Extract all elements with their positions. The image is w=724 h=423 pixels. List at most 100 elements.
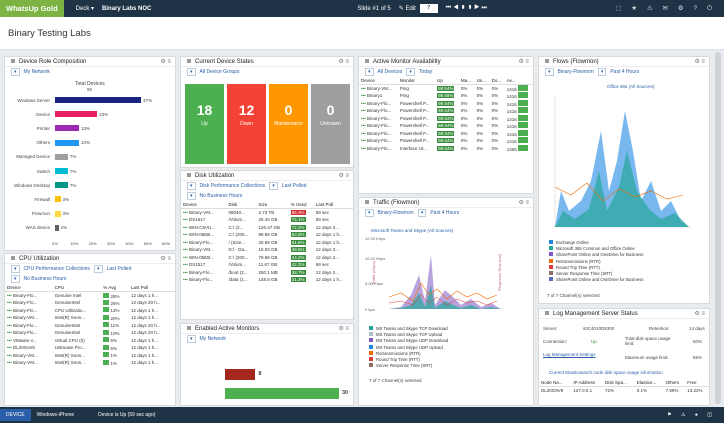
disk-range[interactable]: ▾ No Business Hours <box>181 191 353 201</box>
table-row[interactable]: ••• DS1517/Volum... 11.67 GB 42.2% 59 sec <box>181 261 353 269</box>
column-header[interactable]: Un... <box>474 77 490 85</box>
legend-item[interactable]: MS Teams and Skype UDP Download <box>369 338 448 344</box>
legend-item[interactable]: Exchange Online <box>549 240 643 246</box>
table-row[interactable]: ••• Binary-Flo... /data (1... 148.5 GB 31.3… <box>181 276 353 284</box>
column-header[interactable]: % Used <box>288 201 314 209</box>
table-row[interactable]: ••• Binary-Flo... Interface Ut... 98.54% 0%… <box>359 144 533 153</box>
role-bar[interactable] <box>55 97 142 103</box>
column-header[interactable]: Device <box>181 201 227 209</box>
column-header[interactable]: Av... <box>504 77 533 85</box>
table-row[interactable]: ••• Binary-Flo... Powershell P... 98.54% 0%… <box>359 114 533 123</box>
device-states-filter[interactable]: ▾ All Device Groups <box>181 67 353 77</box>
legend-item[interactable]: Microsoft 365 Common and Office Online <box>549 246 643 252</box>
column-header[interactable]: Up <box>435 77 459 85</box>
legend-item[interactable]: Round Trip Time (RTT) <box>549 264 643 271</box>
role-bar[interactable] <box>55 210 61 217</box>
legend-item[interactable]: SharePoint Online and OneDrive for Busin… <box>549 252 643 258</box>
column-header[interactable]: Others <box>663 379 686 387</box>
role-bar[interactable] <box>55 224 59 231</box>
table-row[interactable]: ••• Binary-Flo... Powershell P... 98.54% 0%… <box>359 107 533 115</box>
device-role-filter[interactable]: ▾ My Network <box>5 67 175 77</box>
active-monitors-filter[interactable]: ▾ My Network <box>181 334 353 344</box>
role-bar[interactable] <box>55 139 79 146</box>
playback-controls[interactable]: ⏮◀▮▮▶⏭ <box>445 5 489 11</box>
column-header[interactable]: Device <box>5 284 53 292</box>
table-row[interactable]: ••• Binary-VM... D:\ - Da... 16.93 GB 49.5%… <box>181 246 353 254</box>
legend-item[interactable]: MS Teams and Skype UDP Upload <box>369 344 448 351</box>
disk-filters[interactable]: ▾ Disk Performance Collections ▾ Last Poll… <box>181 181 353 191</box>
availability-filters[interactable]: ▾ All Devices ▾ Today <box>359 67 533 77</box>
column-header[interactable]: Node Na... <box>539 379 572 387</box>
legend-item[interactable]: Round Trip Time (RTT) <box>369 357 448 363</box>
cpu-range[interactable]: ▾ No Business Hours <box>5 274 175 284</box>
column-header[interactable]: Monitor <box>397 77 436 85</box>
table-row[interactable]: DL20G9V8 127.0.0.1 72% 0.1% 7.99% 13.22% <box>539 387 709 395</box>
column-header[interactable]: Last Poll <box>313 201 353 209</box>
es-usage-info[interactable]: Current Elasticsearch node disk space us… <box>549 370 663 375</box>
column-header[interactable]: Device <box>359 77 398 85</box>
state-tile-up[interactable]: 18 Up <box>185 84 224 164</box>
legend-item[interactable]: Server Response Time (SRT) <box>369 363 448 369</box>
traffic-filters[interactable]: ▾ Binary-Flowmon ▾ Past 4 Hours <box>359 208 533 218</box>
role-bar[interactable] <box>55 182 68 189</box>
column-header[interactable]: Ma... <box>458 77 475 85</box>
table-row[interactable]: ••• Binary-VM... Intel(R) Xeon... 1% 12 da… <box>5 352 175 360</box>
table-row[interactable]: ••• Binary-Flo... / (Size... 25.69 GB 61.6%… <box>181 239 353 247</box>
panel-menu-icon[interactable]: ⚙ ≡ <box>338 173 349 179</box>
column-header[interactable]: Do... <box>489 77 505 85</box>
bottom-icons[interactable]: ⚑ ⚠ ● ◫ <box>667 412 716 418</box>
state-tile-down[interactable]: 12 Down <box>227 84 266 164</box>
role-bar[interactable] <box>55 153 68 160</box>
legend-item[interactable]: Server Response Time (SRT) <box>549 271 643 277</box>
legend-item[interactable]: SharePoint Online and OneDrive for Busin… <box>549 277 643 283</box>
legend-item[interactable]: MS Teams and Skype TCP Download <box>369 326 448 332</box>
panel-menu-icon[interactable]: ⚙ ≡ <box>160 59 171 65</box>
topbar-icons[interactable]: ⬚ ★ ⚠ ✉ ⚙ ? ⏻ <box>615 5 716 12</box>
app-logo[interactable]: WhatsUp Gold <box>0 0 64 17</box>
table-row[interactable]: ••• Binary-Flo... CPU Utilizatio... 13% 12… <box>5 307 175 315</box>
log-settings-link[interactable]: Log Management Settings <box>543 352 596 357</box>
table-row[interactable]: ••• Binary1 Ping 98.66% 0% 0% 0% 1416 <box>359 92 533 100</box>
table-row[interactable]: ••• DS1517/Volum... 25.44 GB 74.1% 59 sec <box>181 216 353 224</box>
panel-menu-icon[interactable]: ⚙ ≡ <box>694 59 705 65</box>
table-row[interactable]: ••• WIN-C5VU... C:\ (3... 126.47 GB 72.2% 12… <box>181 224 353 232</box>
state-tile-unknown[interactable]: 0 Unknown <box>311 84 350 164</box>
panel-menu-icon[interactable]: ⚙ ≡ <box>338 59 349 65</box>
table-row[interactable]: ••• Binary-Flo... /boot (2... 250.1 MB 38.7… <box>181 269 353 277</box>
cpu-filters[interactable]: ▾ CPU Performance Collections ▾ Last Polle… <box>5 264 175 274</box>
table-row[interactable]: ••• Binary-Flo... Powershell P... 98.54% 0%… <box>359 99 533 108</box>
role-bar[interactable] <box>55 196 61 203</box>
table-row[interactable]: ••• VMware v... Virtual CPU (0) 5% 12 days… <box>5 337 175 345</box>
flows-filters[interactable]: ▾ Binary-Flowmon ▾ Past 4 Hours <box>539 67 709 77</box>
table-row[interactable]: ••• WIN-05EB... C:\ (200... 79.68 GB 44.2% 1… <box>181 254 353 262</box>
table-row[interactable]: ••• Binary-Flo... Genuine Intel 28% 12 day… <box>5 292 175 300</box>
table-row[interactable]: ••• WIN-05EB... C:\ (200... 98.99 GB 63.6% 1… <box>181 231 353 239</box>
column-header[interactable]: IP Address <box>571 379 603 387</box>
table-row[interactable]: ••• Binary-Flo... Powershell P... 98.54% 0%… <box>359 137 533 145</box>
table-row[interactable]: ••• Binary-Flo... Powershell P... 98.54% 0%… <box>359 122 533 130</box>
table-row[interactable]: ••• Binary-Flo... GenuineIntel 11% 12 days… <box>5 322 175 330</box>
column-header[interactable]: Last Poll <box>129 284 175 292</box>
edit-button[interactable]: ✎ Edit <box>398 6 416 12</box>
page-scrollbar[interactable] <box>715 52 721 404</box>
column-header[interactable]: Free <box>685 379 709 387</box>
role-bar[interactable] <box>55 125 79 132</box>
panel-menu-icon[interactable]: ⚙ ≡ <box>518 59 529 65</box>
table-row[interactable]: ••• Binary-Flo... Powershell P... 98.54% 0%… <box>359 129 533 138</box>
table-row[interactable]: ••• Binary-Flo... GenuineIntel 10% 12 days… <box>5 329 175 337</box>
panel-menu-icon[interactable]: ⚙ ≡ <box>694 311 705 317</box>
role-bar[interactable] <box>55 111 98 118</box>
slide-input[interactable]: 7 <box>419 4 438 13</box>
column-header[interactable]: % Avg <box>101 284 130 292</box>
state-tile-maintenance[interactable]: 0 Maintenance <box>269 84 308 164</box>
deck-menu[interactable]: Deck ▾ <box>75 6 95 12</box>
column-header[interactable]: Disk Spa... <box>602 379 635 387</box>
monitor-bar[interactable] <box>225 388 339 399</box>
traffic-channels[interactable]: 7 of 7 Channel(s) selected <box>369 378 422 383</box>
table-row[interactable]: ••• Binary-VM... Intel(R) Xeon... 20% 12 d… <box>5 314 175 322</box>
column-header[interactable]: CPU <box>52 284 102 292</box>
table-row[interactable]: ••• Binary-Flo... GenuineIntel 26% 12 days… <box>5 299 175 307</box>
legend-item[interactable]: Retransmissions (RTR) <box>549 258 643 265</box>
device-name[interactable]: Windows-iPhone <box>36 412 75 418</box>
panel-menu-icon[interactable]: ⚙ ≡ <box>518 200 529 206</box>
